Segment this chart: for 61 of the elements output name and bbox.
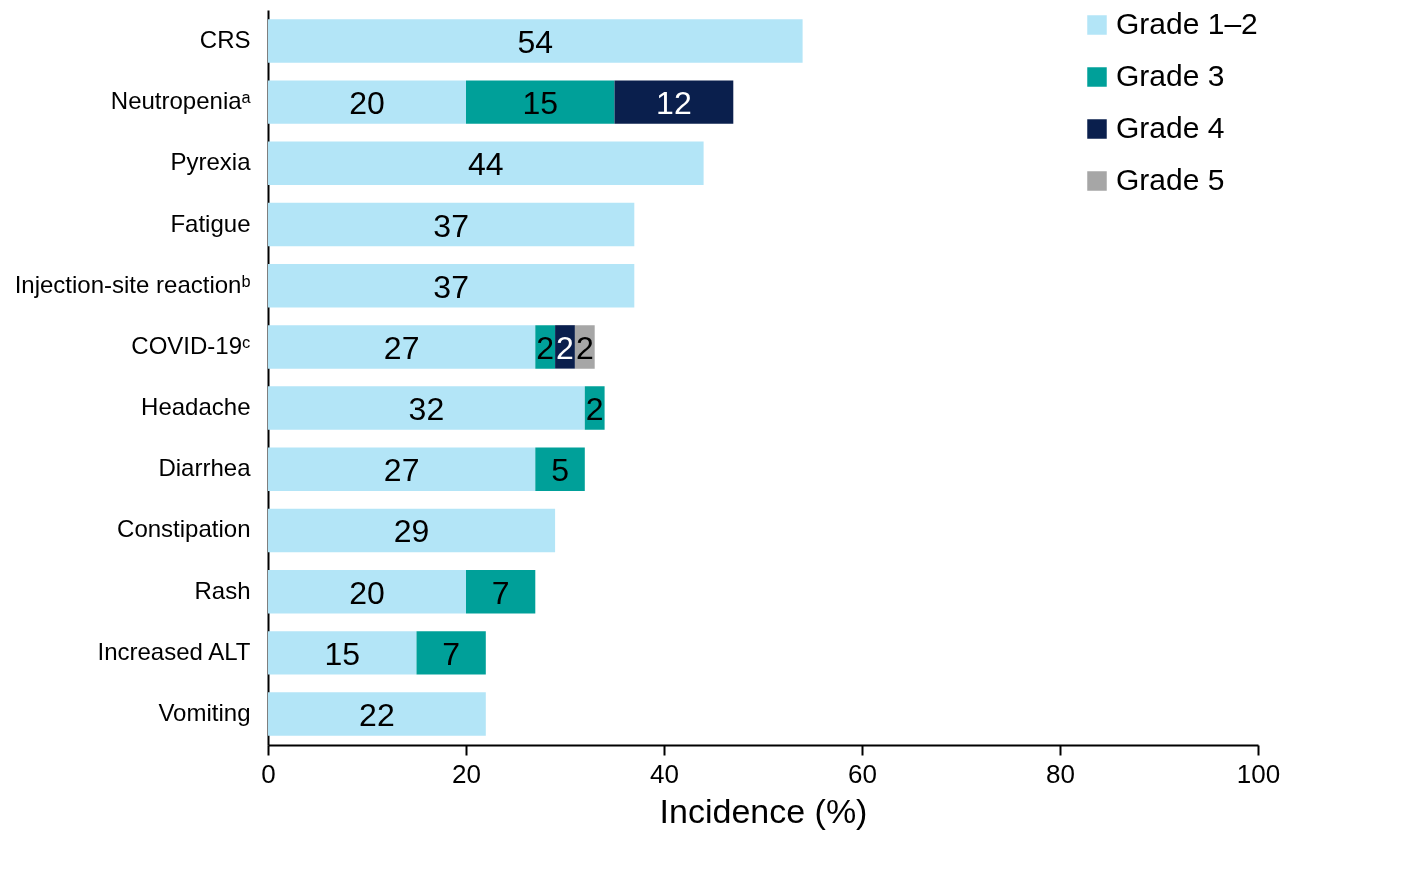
data-label: 44 — [468, 146, 504, 183]
bar — [535, 447, 585, 492]
bar — [466, 569, 536, 614]
x-tick-label: 0 — [261, 758, 276, 789]
data-label: 15 — [522, 85, 559, 122]
data-label: 2 — [536, 329, 555, 366]
data-label: 20 — [349, 574, 385, 611]
data-label: 27 — [383, 329, 420, 366]
bar — [268, 19, 803, 63]
y-tick-label: Neutropeniaᵃ — [110, 87, 252, 115]
bar — [268, 508, 556, 553]
bar — [614, 80, 734, 124]
y-tick-label: Rash — [194, 576, 251, 604]
data-label: 37 — [433, 207, 469, 244]
x-tick-label: 60 — [848, 758, 877, 789]
data-label: 22 — [359, 697, 395, 734]
y-tick-label: Fatigue — [170, 209, 251, 237]
data-label: 7 — [442, 635, 461, 672]
data-label: 2 — [575, 329, 594, 366]
y-tick-label: Increased ALT — [97, 637, 251, 665]
data-label: 7 — [491, 574, 510, 611]
data-label: 5 — [551, 452, 569, 489]
bar — [466, 80, 615, 124]
legend-label: Grade 5 — [1116, 163, 1225, 196]
y-tick-label: Pyrexia — [170, 148, 252, 176]
y-tick-label: Constipation — [117, 515, 251, 543]
y-tick-label: CRS — [199, 25, 251, 53]
data-label: 54 — [517, 23, 554, 60]
bar — [416, 631, 486, 675]
x-tick-label: 40 — [650, 758, 679, 789]
bar — [268, 80, 466, 124]
bar — [268, 141, 704, 186]
data-label: 12 — [656, 85, 692, 122]
bar — [268, 202, 635, 247]
bar — [268, 631, 417, 675]
bar — [268, 386, 585, 430]
data-label: 2 — [556, 329, 574, 366]
y-tick-label: Headache — [141, 393, 251, 421]
y-tick-label: Diarrhea — [158, 454, 252, 482]
data-label: 20 — [349, 85, 385, 122]
y-tick-label: Injection-site reactionᵇ — [14, 270, 251, 298]
data-label: 32 — [408, 391, 445, 428]
legend-label: Grade 3 — [1116, 59, 1225, 92]
x-tick-label: 100 — [1236, 758, 1281, 789]
x-axis-title: Incidence (%) — [659, 791, 868, 830]
data-label: 2 — [585, 391, 604, 428]
y-tick-label: Vomiting — [158, 699, 251, 727]
data-label: 29 — [393, 513, 430, 550]
bar — [268, 692, 486, 736]
data-label: 37 — [433, 268, 469, 305]
legend-label: Grade 1–2 — [1116, 7, 1258, 40]
data-label: 27 — [383, 452, 420, 489]
x-tick-label: 20 — [452, 758, 481, 789]
bar — [268, 447, 536, 492]
bar — [268, 569, 466, 614]
y-tick-label: COVID-19ᶜ — [131, 331, 251, 359]
data-label: 15 — [324, 635, 361, 672]
bar — [268, 263, 635, 308]
legend-label: Grade 4 — [1116, 111, 1225, 144]
x-tick-label: 80 — [1046, 758, 1075, 789]
bar — [268, 325, 536, 369]
